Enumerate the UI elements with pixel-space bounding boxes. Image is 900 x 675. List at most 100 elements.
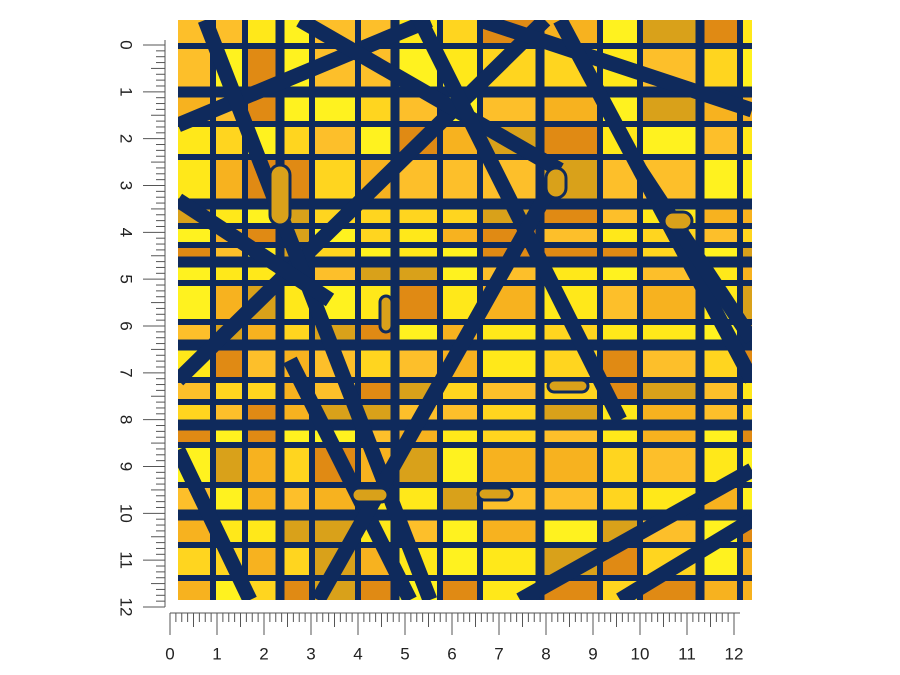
rounded-block [662, 210, 694, 232]
block [178, 226, 213, 245]
block [280, 445, 312, 485]
diagonal-street [633, 165, 752, 345]
block [178, 322, 213, 345]
block [640, 124, 700, 157]
block [440, 380, 480, 402]
left-ruler-label: 4 [117, 228, 136, 237]
block [600, 226, 640, 245]
block [700, 20, 740, 46]
left-ruler-label: 11 [117, 551, 136, 569]
bottom-ruler-label: 11 [678, 644, 696, 663]
block [178, 402, 213, 425]
diagonal-street [311, 166, 567, 600]
block [440, 578, 480, 600]
diagonal-street [296, 20, 564, 177]
block [540, 445, 600, 485]
block [600, 445, 640, 485]
bottom-ruler-label: 1 [212, 644, 221, 663]
block [440, 402, 480, 425]
block [640, 380, 700, 402]
block [480, 545, 540, 578]
diagonal-street [178, 20, 433, 132]
block [280, 124, 312, 157]
rounded-block [378, 294, 394, 334]
block [178, 578, 213, 600]
block [358, 380, 395, 402]
bottom-ruler-label: 0 [165, 644, 174, 663]
block [700, 124, 740, 157]
rounded-block [476, 486, 514, 502]
block [640, 20, 700, 46]
bottom-ruler-label: 6 [447, 644, 456, 663]
block [640, 283, 700, 322]
left-ruler-label: 10 [117, 504, 136, 523]
bottom-ruler-label: 12 [725, 644, 744, 663]
block [540, 124, 600, 157]
block [480, 345, 540, 380]
block [700, 226, 740, 245]
block [700, 380, 740, 402]
left-ruler-label: 7 [117, 368, 136, 377]
block [480, 380, 540, 402]
block [280, 322, 312, 345]
block [245, 402, 280, 425]
block [245, 226, 280, 245]
block [600, 322, 640, 345]
block [358, 578, 395, 600]
block [440, 445, 480, 485]
left-ruler-label: 9 [117, 462, 136, 471]
block [480, 445, 540, 485]
rounded-block [350, 486, 390, 504]
diagonal-street [178, 20, 551, 386]
block [178, 46, 213, 92]
diagonal-street [616, 513, 752, 600]
diagonal-street [413, 20, 627, 424]
block [600, 20, 640, 46]
pattern-swatch [178, 20, 752, 600]
block [280, 578, 312, 600]
left-ruler-label: 8 [117, 415, 136, 424]
block [600, 345, 640, 380]
block [600, 283, 640, 322]
bottom-ruler-label: 3 [306, 644, 315, 663]
block [700, 402, 740, 425]
bottom-ruler-label: 2 [259, 644, 268, 663]
block [540, 402, 600, 425]
rounded-block [544, 166, 568, 200]
bottom-ruler-label: 9 [588, 644, 597, 663]
block [700, 46, 740, 92]
bottom-ruler-label: 7 [494, 644, 503, 663]
diagonal-street [283, 356, 417, 600]
block [245, 20, 280, 46]
block [245, 380, 280, 402]
block [312, 157, 358, 204]
block [640, 402, 700, 425]
diagonal-street [477, 20, 752, 118]
block [440, 157, 480, 204]
block [213, 402, 245, 425]
block [395, 226, 440, 245]
block [245, 322, 280, 345]
block [245, 345, 280, 380]
block [440, 20, 480, 46]
block [395, 283, 440, 322]
block [178, 283, 213, 322]
block [213, 445, 245, 485]
block [280, 402, 312, 425]
block [358, 345, 395, 380]
block [245, 445, 280, 485]
diagonal-street [178, 193, 335, 307]
left-ruler-label: 12 [117, 598, 136, 617]
left-ruler-label: 0 [117, 40, 136, 49]
diagonal-street [178, 446, 257, 600]
block [480, 322, 540, 345]
block [640, 345, 700, 380]
rounded-block [546, 378, 590, 394]
bottom-ruler-label: 5 [400, 644, 409, 663]
left-ruler-label: 2 [117, 134, 136, 143]
block [280, 545, 312, 578]
block [245, 545, 280, 578]
diagonal-street [198, 20, 437, 600]
